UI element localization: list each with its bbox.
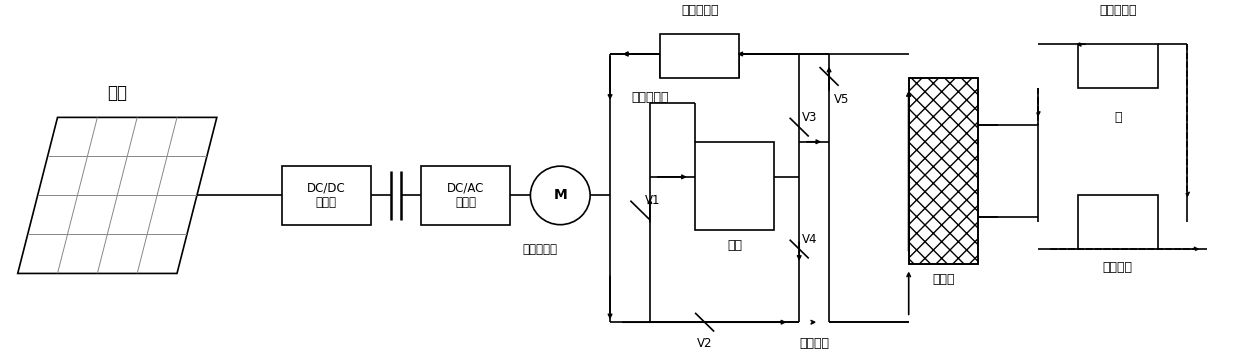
Text: M: M — [553, 189, 567, 202]
Text: 换热板: 换热板 — [932, 273, 955, 286]
Text: V1: V1 — [645, 194, 661, 207]
Text: V4: V4 — [802, 233, 817, 246]
Bar — [909, 78, 978, 264]
Text: DC/AC
变换器: DC/AC 变换器 — [446, 181, 485, 209]
Text: 第二冷冻泵: 第二冷冻泵 — [1099, 4, 1137, 17]
Text: 空调机房: 空调机房 — [799, 337, 830, 350]
Text: DC/DC
变换器: DC/DC 变换器 — [308, 181, 346, 209]
Bar — [1078, 195, 1158, 249]
Text: V2: V2 — [697, 337, 712, 350]
Bar — [694, 142, 774, 230]
Bar — [281, 166, 371, 225]
Text: 冰桶: 冰桶 — [727, 239, 742, 252]
Text: 双工况机组: 双工况机组 — [523, 242, 558, 256]
Bar — [1078, 44, 1158, 88]
Text: V3: V3 — [802, 111, 817, 124]
Text: 乙二醇溶液: 乙二醇溶液 — [631, 91, 668, 104]
Text: 光伏: 光伏 — [108, 84, 128, 102]
Bar — [420, 166, 511, 225]
Text: 水: 水 — [1114, 111, 1121, 124]
Text: 供冷末端: 供冷末端 — [1102, 261, 1133, 274]
Circle shape — [531, 166, 590, 225]
Text: 第一冷冻泵: 第一冷冻泵 — [681, 4, 718, 17]
Bar — [909, 78, 978, 264]
Text: V5: V5 — [835, 93, 849, 106]
Polygon shape — [17, 117, 217, 273]
Bar — [660, 35, 739, 78]
